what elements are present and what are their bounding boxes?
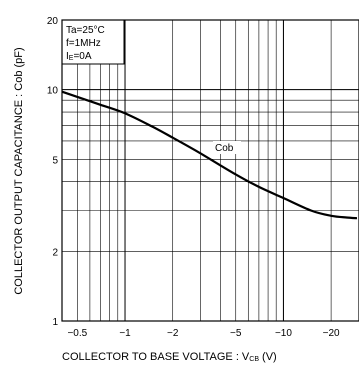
series-line-cob bbox=[62, 90, 357, 220]
x-tick-label: −0.5 bbox=[67, 328, 87, 339]
conditions-box: Ta=25°C f=1MHz IE=0A bbox=[61, 19, 125, 65]
y-tick-label: 1 bbox=[52, 317, 58, 328]
cob-label-background bbox=[213, 141, 241, 154]
y-tick-label: 20 bbox=[47, 16, 59, 27]
x-tick-label: −10 bbox=[275, 328, 292, 339]
y-axis-label: COLLECTOR OUTPUT CAPACITANCE : Cob (pF) bbox=[13, 47, 25, 294]
y-tick-label: 5 bbox=[52, 155, 58, 166]
x-tick-label: −5 bbox=[230, 328, 242, 339]
y-tick-labels: 1 2 5 10 20 bbox=[47, 16, 59, 328]
series-label-cob: Cob bbox=[215, 143, 234, 154]
x-axis-label: COLLECTOR TO BASE VOLTAGE : VCB (V) bbox=[62, 351, 277, 363]
series-group bbox=[62, 90, 357, 220]
condition-temperature: Ta=25°C bbox=[66, 25, 105, 36]
x-tick-labels: −0.5 −1 −2 −5 −10 −20 bbox=[67, 328, 340, 339]
x-tick-label: −1 bbox=[119, 328, 131, 339]
plot-frame bbox=[61, 19, 359, 322]
condition-frequency: f=1MHz bbox=[66, 38, 101, 49]
y-tick-label: 2 bbox=[52, 247, 58, 258]
y-tick-label: 10 bbox=[47, 86, 59, 97]
major-gridlines bbox=[62, 20, 359, 321]
x-tick-label: −2 bbox=[167, 328, 179, 339]
x-tick-label: −20 bbox=[323, 328, 340, 339]
condition-emitter-current: IE=0A bbox=[66, 51, 92, 62]
minor-gridlines bbox=[62, 20, 359, 321]
